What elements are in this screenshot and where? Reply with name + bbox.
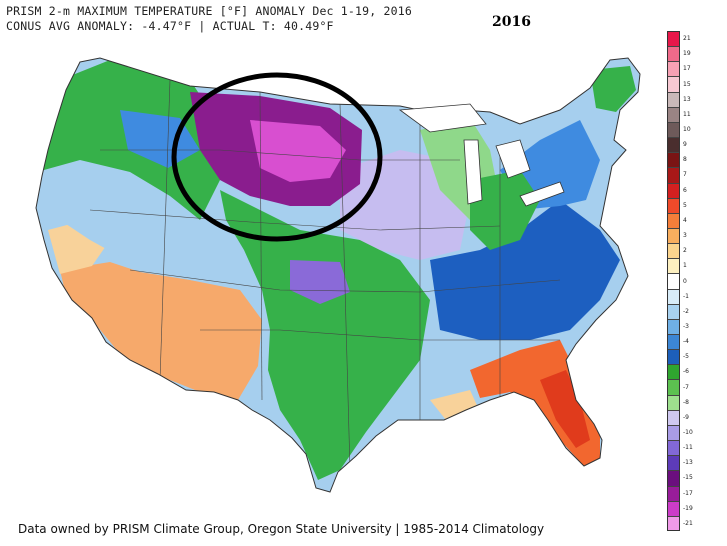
legend-tick-label: 19 [683,50,691,58]
legend-swatch [667,379,680,395]
state-line-7 [339,103,351,471]
legend-tick-label: -3 [683,322,689,330]
region-southwest-warm [60,262,262,400]
legend-tick-label: 1 [683,262,687,270]
legend-frame [667,31,680,531]
legend-swatch [667,424,680,441]
legend-swatch [667,258,680,274]
legend-swatch [667,46,680,62]
legend-swatch [667,197,680,213]
legend-swatch [667,288,680,304]
legend-tick-label: 5 [683,201,687,209]
legend-tick-label: 15 [683,80,691,88]
legend-tick-label: -19 [683,504,693,512]
year-label: 2016 [492,14,531,30]
region-florida-red [540,370,590,448]
legend-swatch [667,303,680,319]
legend-tick-label: 0 [683,277,687,285]
legend-swatch [667,61,680,77]
legend-tick-label: 13 [683,95,691,103]
great-lakes [398,103,565,207]
legend-swatch [667,121,680,138]
highlight-circle [171,72,383,242]
legend-swatch [667,76,680,92]
region-maine-green [590,66,636,112]
region-central-plains [220,190,430,480]
legend-swatch [667,106,680,122]
legend-swatch [667,515,680,531]
legend-swatch [667,212,680,228]
state-line-3 [129,269,561,293]
legend-tick-label: -9 [683,413,689,421]
state-borders [89,79,561,471]
legend-tick-label: -7 [683,383,689,391]
legend-tick-label: -2 [683,307,689,315]
legend-tick-label: 6 [683,186,687,194]
legend-tick-label: -4 [683,338,689,346]
legend-swatch [667,349,680,365]
state-line-5 [159,79,171,381]
legend-tick-label: 8 [683,156,687,164]
legend-swatch [667,318,680,335]
region-nebraska-violet [290,260,350,304]
lake-erie [519,181,565,207]
legend-swatch [667,137,680,153]
color-scale-legend: 21 19 17 15 13 11 10 9 8 7 6 5 4 3 2 1 0 -1 -2 -3 -4 -5 -6 -7 -8… [667,31,701,531]
state-line-2 [89,209,501,231]
map-title: PRISM 2-m MAXIMUM TEMPERATURE [°F] ANOMA… [6,4,413,18]
region-east-blue [430,200,620,340]
map-subtitle-anomaly: CONUS AVG ANOMALY: -4.47°F | ACTUAL T: 4… [6,19,334,33]
legend-tick-label: 9 [683,141,687,149]
legend-swatch [667,243,680,259]
region-north-dakota-magenta [250,120,346,182]
legend-tick-label: -17 [683,489,693,497]
legend-swatch [667,500,680,516]
legend-tick-label: 3 [683,232,687,240]
anomaly-map [35,57,641,493]
lake-michigan [463,139,483,205]
region-great-basin [60,170,250,290]
lake-huron [495,139,531,179]
legend-tick-label: -10 [683,429,693,436]
legend-tick-label: 11 [683,110,691,118]
legend-swatch [667,409,680,425]
legend-swatch [667,470,680,486]
legend-tick-label: -6 [683,368,689,376]
legend-tick-label: 2 [683,247,687,255]
legend-tick-label: 7 [683,171,687,179]
legend-swatch [667,364,680,380]
legend-tick-label: 21 [683,35,691,43]
legend-tick-label: -1 [683,292,689,300]
legend-tick-label: 4 [683,216,687,224]
data-credit: Data owned by PRISM Climate Group, Orego… [18,522,545,536]
legend-swatch [667,485,680,501]
state-line-1 [100,149,460,161]
legend-swatch [667,182,680,198]
state-line-4 [200,329,560,341]
legend-tick-label: -13 [683,459,693,467]
legend-swatch [667,334,680,350]
legend-tick-label: -15 [683,474,693,482]
legend-swatch [667,273,680,289]
legend-tick-label: -5 [683,353,689,361]
temperature-anomaly-field [36,58,640,492]
legend-swatch [667,152,680,168]
legend-swatch [667,394,680,410]
legend-tick-label: 10 [683,125,691,133]
legend-tick-label: -8 [683,398,689,406]
legend-swatch [667,440,680,456]
legend-swatch [667,91,680,107]
legend-swatch [667,167,680,183]
legend-swatch [667,455,680,471]
legend-tick-label: -11 [683,444,693,452]
legend-swatch [667,227,680,244]
region-ohio-green [470,170,540,250]
state-line-6 [259,91,263,401]
legend-tick-label: 17 [683,65,691,73]
legend-tick-label: -21 [683,519,693,527]
lake-superior [398,103,487,133]
